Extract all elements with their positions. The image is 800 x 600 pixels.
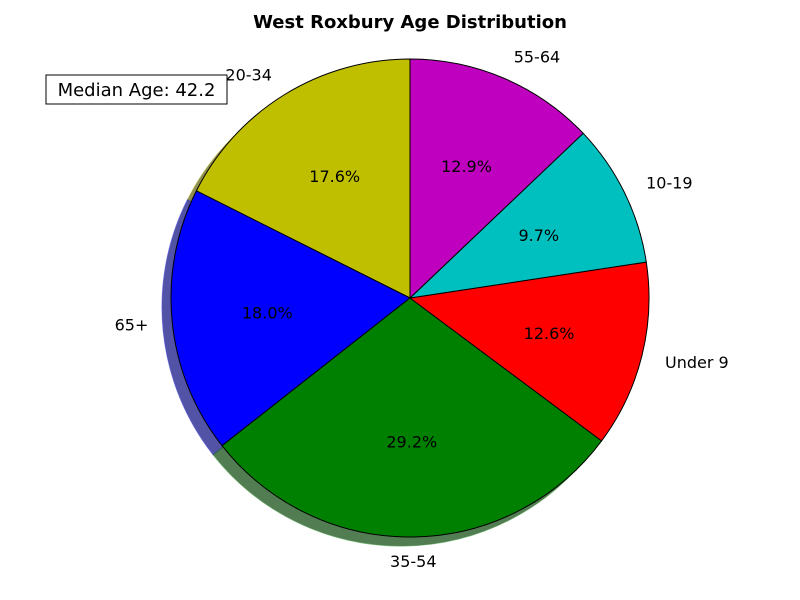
slice-label-20-34: 20-34	[225, 65, 272, 84]
annotation-box	[45, 74, 228, 105]
slice-55-64	[409, 58, 584, 299]
slice-10-19	[409, 132, 647, 299]
slice-20-34	[195, 58, 411, 299]
slice-label-35-54: 35-54	[390, 552, 437, 571]
percent-label-65: 18.0%	[242, 303, 293, 322]
percent-label-20-34: 17.6%	[309, 167, 360, 186]
slice-label-under-9: Under 9	[665, 353, 729, 372]
chart-title: West Roxbury Age Distribution	[253, 12, 567, 33]
percent-label-55-64: 12.9%	[441, 157, 492, 176]
percent-label-under-9: 12.6%	[524, 324, 575, 343]
percent-label-35-54: 29.2%	[386, 432, 437, 451]
percent-labels: 17.6% 18.0% 29.2% 12.6% 9.7% 12.9%	[242, 157, 575, 451]
percent-label-10-19: 9.7%	[518, 226, 559, 245]
slice-label-55-64: 55-64	[514, 47, 561, 66]
slice-35-54	[221, 297, 603, 538]
annotation-text: Median Age: 42.2	[58, 80, 216, 101]
median-age-annotation: Median Age: 42.2	[45, 74, 228, 105]
slice-under-9	[409, 261, 650, 442]
slice-65	[170, 190, 411, 447]
slice-label-10-19: 10-19	[646, 173, 693, 192]
slice-labels: 20-34 65+ 35-54 Under 9 10-19 55-64	[115, 47, 729, 571]
slice-label-65: 65+	[115, 315, 149, 334]
pie-slices	[170, 58, 650, 538]
